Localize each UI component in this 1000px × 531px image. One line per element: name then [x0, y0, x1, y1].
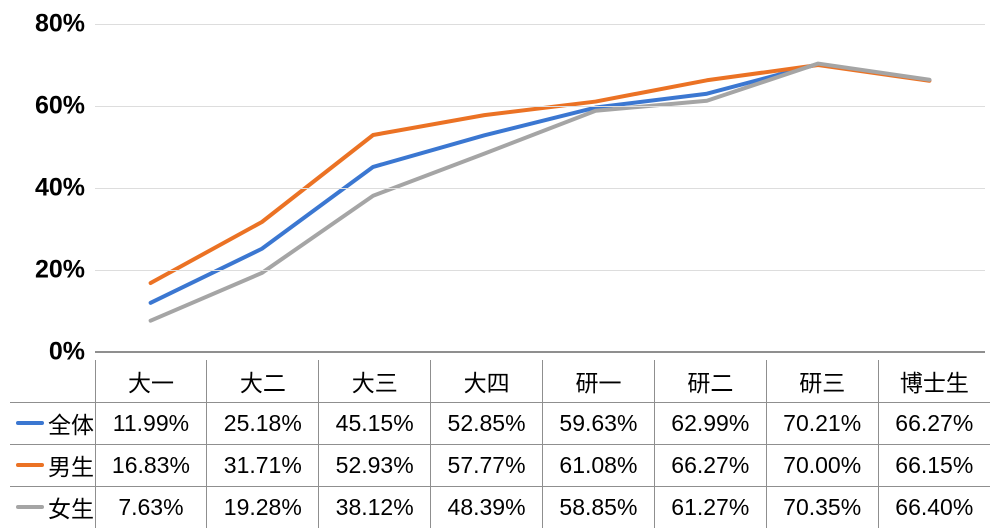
data-cell: 11.99% [95, 402, 207, 444]
table-corner-cell [10, 360, 95, 402]
legend-swatch [16, 505, 44, 509]
data-cell: 16.83% [95, 444, 207, 486]
data-cell: 25.18% [207, 402, 319, 444]
data-cell: 61.08% [543, 444, 655, 486]
legend-swatch [16, 463, 44, 467]
data-cell: 66.27% [878, 402, 990, 444]
data-cell: 70.00% [766, 444, 878, 486]
category-header: 研一 [543, 360, 655, 402]
data-cell: 58.85% [543, 486, 655, 528]
data-cell: 19.28% [207, 486, 319, 528]
data-cell: 57.77% [431, 444, 543, 486]
y-tick-label: 60% [35, 92, 95, 121]
category-header: 大四 [431, 360, 543, 402]
legend-label: 全体 [48, 412, 94, 438]
gridline [95, 106, 985, 107]
gridline [95, 24, 985, 25]
series-line [151, 65, 930, 283]
data-cell: 45.15% [319, 402, 431, 444]
data-cell: 61.27% [654, 486, 766, 528]
legend-swatch [16, 421, 44, 425]
category-header: 大二 [207, 360, 319, 402]
legend-label: 女生 [48, 496, 94, 522]
legend-label: 男生 [48, 454, 94, 480]
data-cell: 66.15% [878, 444, 990, 486]
gridline [95, 188, 985, 189]
plot-area: 0%20%40%60%80% [95, 24, 985, 352]
x-axis-line [95, 351, 985, 353]
y-tick-label: 80% [35, 10, 95, 39]
gridline [95, 270, 985, 271]
data-table: 大一大二大三大四研一研二研三博士生全体11.99%25.18%45.15%52.… [10, 360, 990, 528]
chart-container: 0%20%40%60%80% 大一大二大三大四研一研二研三博士生全体11.99%… [0, 0, 1000, 531]
table-row: 男生16.83%31.71%52.93%57.77%61.08%66.27%70… [10, 444, 990, 486]
category-header: 研三 [766, 360, 878, 402]
category-header: 研二 [654, 360, 766, 402]
legend-cell: 全体 [10, 402, 95, 444]
data-cell: 62.99% [654, 402, 766, 444]
data-cell: 7.63% [95, 486, 207, 528]
table-row: 全体11.99%25.18%45.15%52.85%59.63%62.99%70… [10, 402, 990, 444]
legend-cell: 女生 [10, 486, 95, 528]
category-header: 大三 [319, 360, 431, 402]
series-line [151, 64, 930, 321]
data-cell: 70.35% [766, 486, 878, 528]
data-cell: 38.12% [319, 486, 431, 528]
data-cell: 48.39% [431, 486, 543, 528]
data-cell: 59.63% [543, 402, 655, 444]
data-cell: 66.40% [878, 486, 990, 528]
legend-cell: 男生 [10, 444, 95, 486]
data-cell: 66.27% [654, 444, 766, 486]
category-header: 博士生 [878, 360, 990, 402]
table-row: 女生7.63%19.28%38.12%48.39%58.85%61.27%70.… [10, 486, 990, 528]
data-cell: 70.21% [766, 402, 878, 444]
y-tick-label: 20% [35, 256, 95, 285]
data-cell: 31.71% [207, 444, 319, 486]
data-cell: 52.85% [431, 402, 543, 444]
y-tick-label: 40% [35, 174, 95, 203]
category-header: 大一 [95, 360, 207, 402]
data-cell: 52.93% [319, 444, 431, 486]
